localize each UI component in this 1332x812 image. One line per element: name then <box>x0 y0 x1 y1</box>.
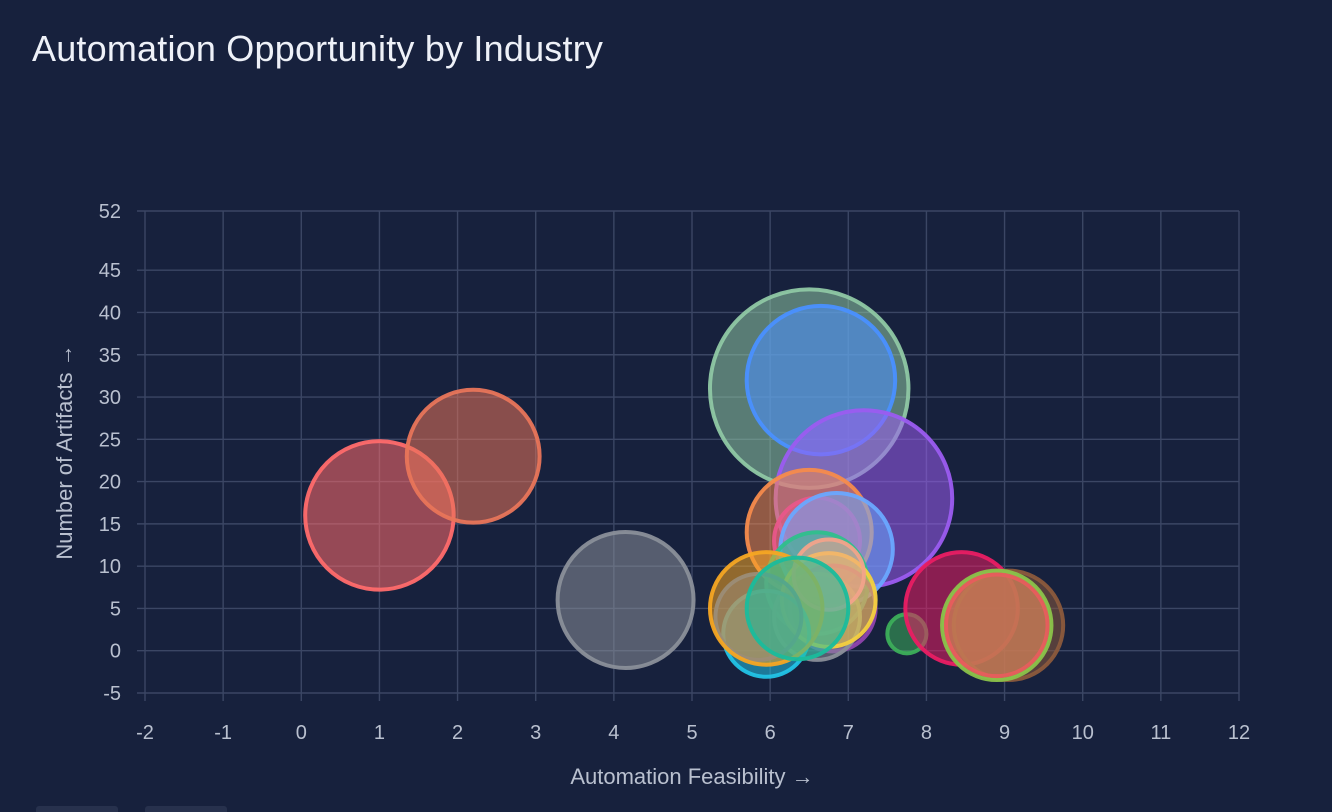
bubble-layer <box>303 287 1066 683</box>
x-tick-label: 11 <box>1150 722 1171 744</box>
x-tick-label: 4 <box>608 722 619 744</box>
x-axis-title: Automation Feasibility → <box>570 764 813 789</box>
bubble-point[interactable] <box>555 529 696 670</box>
x-tick-label: 5 <box>686 722 697 744</box>
y-tick-label: 0 <box>110 641 121 663</box>
legend-item[interactable] <box>36 806 118 812</box>
y-tick-label: 25 <box>99 429 121 451</box>
axis-ticks: -2 -1 0 1 2 3 4 5 6 7 8 9 10 11 12-5051015202530354045… <box>99 201 1250 744</box>
y-tick-label: 40 <box>99 302 121 324</box>
x-tick-label: 9 <box>999 722 1010 744</box>
x-tick-label: 12 <box>1228 722 1250 744</box>
y-tick-label: 15 <box>99 514 121 536</box>
x-tick-label: 2 <box>452 722 463 744</box>
y-tick-label: 52 <box>99 201 121 223</box>
x-tick-label: 1 <box>374 722 385 744</box>
x-tick-label: 7 <box>843 722 854 744</box>
y-tick-label: 30 <box>99 387 121 409</box>
y-tick-label: 5 <box>110 598 121 620</box>
y-tick-label: 35 <box>99 345 121 367</box>
x-tick-label: 3 <box>530 722 541 744</box>
x-tick-label: 6 <box>765 722 776 744</box>
bubble-point[interactable] <box>744 555 851 662</box>
legend-item[interactable] <box>145 806 227 812</box>
bubble-point[interactable] <box>943 572 1050 679</box>
page-title: Automation Opportunity by Industry <box>32 28 604 69</box>
x-tick-label: -2 <box>136 722 154 744</box>
y-tick-label: 10 <box>99 556 121 578</box>
y-tick-label: 20 <box>99 472 121 494</box>
y-tick-label: 45 <box>99 260 121 282</box>
y-tick-label: -5 <box>103 683 121 705</box>
bubble-point[interactable] <box>404 387 542 525</box>
x-tick-label: 10 <box>1072 722 1094 744</box>
x-tick-label: 0 <box>296 722 307 744</box>
x-tick-label: 8 <box>921 722 932 744</box>
y-axis-title: Number of Artifacts → <box>52 344 77 559</box>
x-tick-label: -1 <box>214 722 232 744</box>
